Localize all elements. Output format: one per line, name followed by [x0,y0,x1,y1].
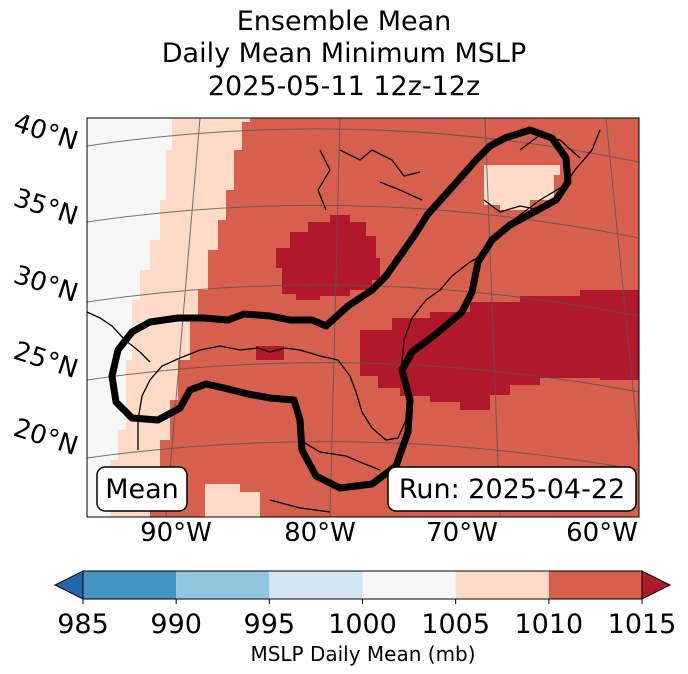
mean-label: Mean [105,474,179,505]
chart-title-line-3: 2025-05-11 12z-12z [207,71,481,102]
lon-tick-70w: 70°W [426,518,498,548]
field-white-band [87,118,172,517]
colorbar-tick-label-995: 995 [244,609,296,640]
colorbar-bin-5 [548,571,642,599]
map-frame [86,117,640,518]
run-label: Run: 2025-04-22 [399,474,625,505]
colorbar-bin-1 [176,571,270,599]
lat-tick-30: 30°N [10,260,82,309]
colorbar-bin-2 [269,571,363,599]
colorbar-tick-label-1010: 1010 [514,609,583,640]
lat-tick-25: 25°N [10,336,82,385]
colorbar-extend-over [641,570,672,600]
colorbar-label: MSLP Daily Mean (mb) [250,642,475,666]
run-box [387,466,637,512]
colorbar-bin-0 [83,571,177,599]
colorbar-tick-label-990: 990 [150,609,202,640]
lat-tick-35: 35°N [10,183,82,232]
colorbar-bin-4 [455,571,549,599]
colorbar-bin-3 [362,571,456,599]
chart-title-line-2: Daily Mean Minimum MSLP [161,38,527,69]
field-high-ohio [276,215,380,300]
lat-tick-40: 40°N [10,108,82,157]
graticule [87,118,639,517]
colorbar: 985 990 995 1000 1005 1010 1015 [53,570,677,640]
highlight-contour [108,126,572,492]
mean-box [96,466,188,512]
colorbar-tick-label-1015: 1015 [608,609,677,640]
field-light-patch-sw [205,484,260,517]
lon-tick-80w: 80°W [284,518,356,548]
lat-tick-20: 20°N [10,413,82,462]
chart-title-line-1: Ensemble Mean [236,6,452,37]
colorbar-tick-label-1005: 1005 [421,609,490,640]
colorbar-extend-under [53,570,84,600]
colorbar-tick-label-985: 985 [57,609,109,640]
lon-tick-90w: 90°W [140,518,212,548]
lon-tick-60w: 60°W [566,518,638,548]
field-high-atlantic [360,290,639,410]
colorbar-tick-label-1000: 1000 [328,609,397,640]
